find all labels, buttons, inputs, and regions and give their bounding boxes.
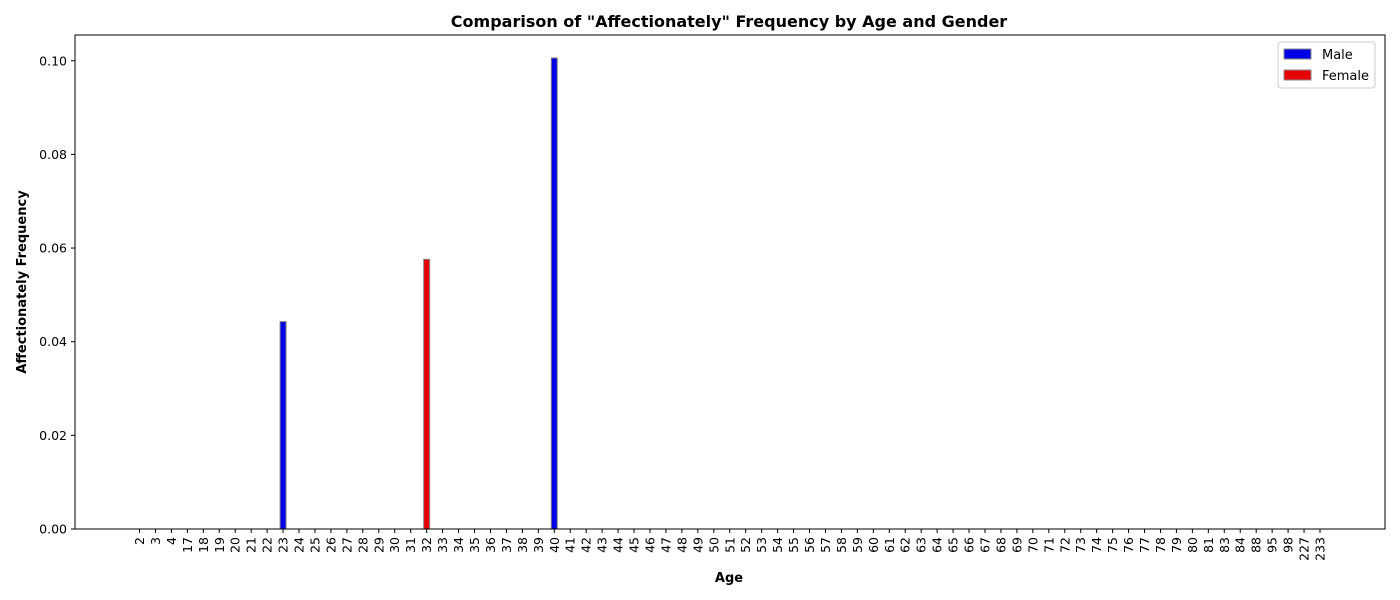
x-axis-label: Age	[715, 571, 743, 586]
x-tick-label: 27	[339, 537, 354, 553]
x-tick-label: 74	[1089, 537, 1104, 553]
x-tick-label: 28	[355, 537, 370, 553]
legend-swatch-female	[1283, 69, 1312, 81]
x-tick-label: 2	[132, 537, 147, 545]
x-tick-label: 49	[690, 537, 705, 553]
x-tick-label: 31	[403, 537, 418, 553]
x-tick-label: 30	[387, 537, 402, 553]
x-tick-label: 227	[1297, 537, 1312, 561]
x-tick-label: 83	[1217, 537, 1232, 553]
bar-male-age-40	[550, 57, 558, 530]
x-tick-label: 29	[371, 537, 386, 553]
x-tick-label: 43	[595, 537, 610, 553]
x-tick-label: 58	[834, 537, 849, 553]
x-tick-label: 67	[977, 537, 992, 553]
x-tick-label: 45	[627, 537, 642, 553]
x-tick-label: 72	[1057, 537, 1072, 553]
x-tick-label: 70	[1025, 537, 1040, 553]
x-tick-label: 34	[451, 537, 466, 553]
x-tick-label: 56	[802, 537, 817, 553]
x-tick-label: 47	[658, 537, 673, 553]
y-tick-label: 0.00	[39, 522, 67, 537]
x-tick-label: 73	[1073, 537, 1088, 553]
x-tick-label: 75	[1105, 537, 1120, 553]
bars-group	[279, 57, 558, 530]
x-tick-label: 57	[818, 537, 833, 553]
x-tick-label: 78	[1153, 537, 1168, 553]
x-tick-label: 36	[483, 537, 498, 553]
x-tick-label: 50	[706, 537, 721, 553]
plot-frame	[74, 34, 1386, 530]
x-tick-label: 61	[882, 537, 897, 553]
x-tick-label: 23	[276, 537, 291, 553]
x-tick-label: 64	[930, 537, 945, 553]
x-tick-label: 62	[898, 537, 913, 553]
x-tick-label: 18	[196, 537, 211, 553]
y-tick-label: 0.10	[39, 53, 67, 68]
bar-male-age-23	[279, 321, 287, 530]
x-tick-label: 76	[1121, 537, 1136, 553]
x-tick-label: 44	[611, 537, 626, 553]
y-tick-label: 0.06	[39, 241, 67, 256]
x-tick-label: 51	[722, 537, 737, 553]
x-tick-label: 35	[467, 537, 482, 553]
x-tick-label: 48	[674, 537, 689, 553]
x-tick-label: 41	[563, 537, 578, 553]
x-tick-label: 22	[260, 537, 275, 553]
x-tick-label: 53	[754, 537, 769, 553]
x-tick-label: 63	[914, 537, 929, 553]
x-tick-label: 68	[993, 537, 1008, 553]
y-ticks-group: 0.00 0.02 0.04 0.06 0.08 0.10	[39, 53, 75, 537]
x-tick-label: 88	[1249, 537, 1264, 553]
x-tick-label: 80	[1185, 537, 1200, 553]
x-tick-label: 55	[786, 537, 801, 553]
x-tick-label: 17	[180, 537, 195, 553]
x-tick-label: 77	[1137, 537, 1152, 553]
x-tick-label: 32	[419, 537, 434, 553]
x-tick-label: 52	[738, 537, 753, 553]
x-tick-label: 19	[212, 537, 227, 553]
x-tick-label: 37	[499, 537, 514, 553]
x-tick-label: 26	[323, 537, 338, 553]
x-tick-label: 84	[1233, 537, 1248, 553]
x-tick-label: 66	[962, 537, 977, 553]
x-tick-label: 4	[164, 537, 179, 545]
legend: Male Female	[1277, 41, 1376, 89]
x-tick-label: 25	[307, 537, 322, 553]
x-tick-label: 24	[292, 537, 307, 553]
x-tick-label: 98	[1281, 537, 1296, 553]
x-tick-label: 54	[770, 537, 785, 553]
y-axis-label: Affectionately Frequency	[15, 190, 30, 374]
bar-female-age-32	[423, 258, 431, 530]
legend-swatch-male	[1283, 48, 1312, 60]
x-tick-label: 20	[228, 537, 243, 553]
x-tick-label: 59	[850, 537, 865, 553]
x-tick-label: 39	[531, 537, 546, 553]
x-tick-label: 71	[1041, 537, 1056, 553]
x-tick-label: 38	[515, 537, 530, 553]
x-tick-label: 3	[148, 537, 163, 545]
x-tick-label: 40	[547, 537, 562, 553]
y-tick-label: 0.02	[39, 428, 67, 443]
x-tick-label: 65	[946, 537, 961, 553]
x-tick-label: 233	[1313, 537, 1328, 561]
x-tick-label: 69	[1009, 537, 1024, 553]
y-tick-label: 0.04	[39, 334, 67, 349]
x-tick-label: 33	[435, 537, 450, 553]
legend-label-male: Male	[1322, 48, 1353, 63]
x-tick-label: 46	[642, 537, 657, 553]
y-tick-label: 0.08	[39, 147, 67, 162]
chart-title: Comparison of "Affectionately" Frequency…	[451, 12, 1008, 31]
x-ticks-group: 2 3 4 17 18 19 20 21 22 23 24 25 26 27 28 29 30 31 32 33 34 3…	[132, 529, 1328, 561]
x-tick-label: 81	[1201, 537, 1216, 553]
x-tick-label: 60	[866, 537, 881, 553]
x-tick-label: 95	[1265, 537, 1280, 553]
x-tick-label: 21	[244, 537, 259, 553]
legend-label-female: Female	[1322, 69, 1369, 84]
x-tick-label: 42	[579, 537, 594, 553]
x-tick-label: 79	[1169, 537, 1184, 553]
